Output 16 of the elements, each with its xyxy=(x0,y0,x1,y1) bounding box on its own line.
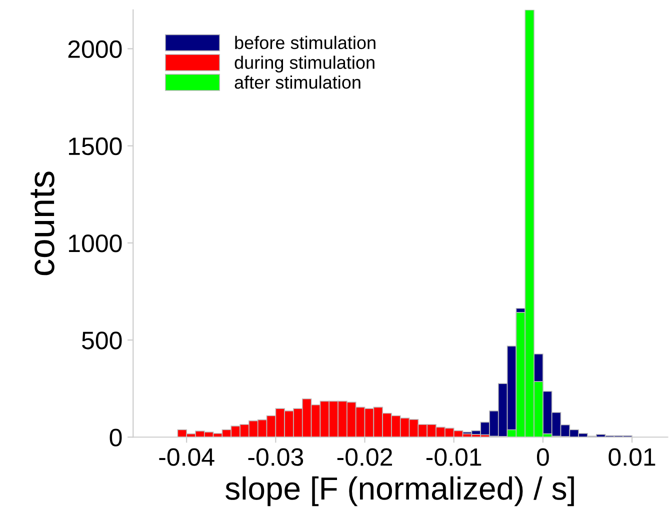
legend-label: before stimulation xyxy=(235,36,376,50)
x-tick-label: -0.01 xyxy=(426,448,482,466)
x-tick-label: 0 xyxy=(536,448,549,466)
y-tick-label: 0 xyxy=(110,428,122,446)
y-tick-label: 500 xyxy=(82,332,122,350)
y-axis-title: counts xyxy=(30,172,54,276)
y-tick-label: 2000 xyxy=(68,40,122,58)
legend-label: after stimulation xyxy=(234,76,360,89)
x-tick-label: -0.04 xyxy=(159,448,214,466)
legend-label: during stimulation xyxy=(234,56,374,73)
y-tick-label: 1500 xyxy=(69,137,122,156)
x-tick-label: -0.02 xyxy=(337,448,392,466)
x-tick-label: 0.01 xyxy=(608,448,656,466)
y-tick-label: 1000 xyxy=(69,234,122,252)
x-axis-title: slope [F (normalized) / s] xyxy=(226,476,574,506)
x-tick-label: -0.03 xyxy=(248,448,304,466)
